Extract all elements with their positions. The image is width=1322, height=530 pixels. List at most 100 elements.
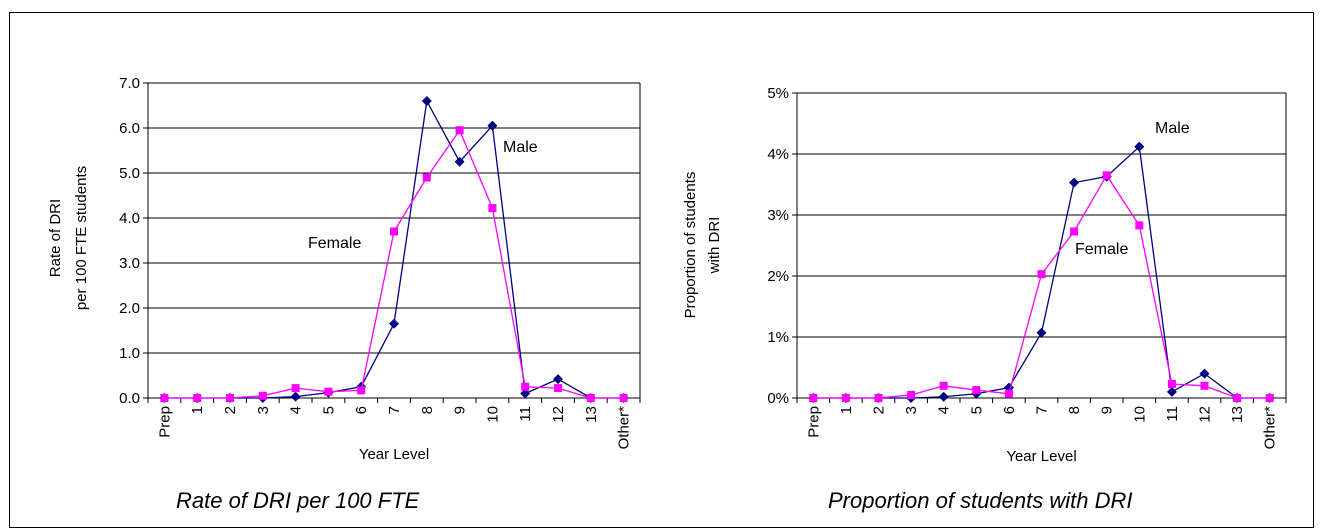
y-tick-label: 0.0 bbox=[119, 390, 140, 407]
data-point-female bbox=[1135, 221, 1144, 230]
x-tick-label: 3 bbox=[903, 406, 920, 414]
data-point-male bbox=[487, 120, 498, 131]
y-tick-label: 5% bbox=[767, 85, 789, 102]
data-point-female bbox=[226, 394, 234, 402]
chart-caption-rate: Rate of DRI per 100 FTE bbox=[176, 488, 420, 513]
y-tick-label: 2% bbox=[767, 268, 789, 285]
series-label-male: Male bbox=[503, 139, 538, 156]
data-point-male bbox=[290, 391, 301, 402]
y-tick-label: 4% bbox=[767, 146, 789, 163]
y-tick-label: 1% bbox=[767, 329, 789, 346]
data-point-female bbox=[160, 394, 169, 402]
x-tick-label: 7 bbox=[386, 406, 403, 414]
x-tick-label: 12 bbox=[1197, 406, 1214, 423]
x-tick-label: 1 bbox=[189, 406, 206, 414]
data-point-female bbox=[1037, 270, 1046, 279]
data-point-male bbox=[1069, 177, 1080, 188]
x-tick-label: 9 bbox=[1099, 406, 1116, 414]
data-point-female bbox=[1200, 381, 1209, 390]
data-point-female bbox=[809, 394, 818, 402]
y-axis-title: per 100 FTE students bbox=[73, 166, 90, 310]
series-line-female bbox=[164, 128, 624, 399]
data-point-female bbox=[841, 394, 850, 402]
data-point-female bbox=[907, 390, 916, 399]
y-axis-title: Rate of DRI bbox=[47, 199, 64, 277]
x-tick-label: 12 bbox=[550, 406, 567, 423]
x-tick-label: Prep bbox=[805, 406, 822, 438]
x-tick-label: Prep bbox=[156, 406, 173, 438]
data-point-female bbox=[291, 384, 300, 393]
y-tick-label: 3% bbox=[767, 207, 789, 224]
x-tick-label: 5 bbox=[968, 406, 985, 414]
y-tick-label: 7.0 bbox=[119, 75, 140, 92]
x-tick-label: 10 bbox=[484, 406, 501, 423]
chart-2: 0%1%2%3%4%5%Prep 1 2 3 4 5 6 7 8 9 10 11 12 13 Other*Y… bbox=[682, 85, 1287, 465]
data-point-female bbox=[1265, 394, 1274, 402]
y-axis-title: Proportion of students bbox=[682, 172, 699, 319]
x-tick-label: 4 bbox=[936, 406, 953, 414]
x-tick-label: 4 bbox=[288, 406, 305, 414]
x-tick-label: Other* bbox=[1262, 406, 1279, 450]
data-point-female bbox=[1233, 394, 1242, 402]
x-tick-label: 8 bbox=[419, 406, 436, 414]
data-point-female bbox=[455, 126, 464, 135]
x-tick-label: 6 bbox=[1001, 406, 1018, 414]
x-tick-label: Other* bbox=[616, 406, 633, 450]
data-point-female bbox=[357, 386, 366, 395]
chart-caption-proportion: Proportion of students with DRI bbox=[828, 488, 1133, 513]
data-point-female bbox=[324, 387, 333, 396]
figure-frame bbox=[9, 12, 1314, 528]
data-point-female bbox=[1004, 389, 1013, 398]
data-point-female bbox=[939, 381, 948, 390]
series-label-male: Male bbox=[1155, 120, 1190, 137]
x-axis-title: Year Level bbox=[359, 446, 429, 463]
data-point-male bbox=[553, 374, 563, 385]
x-tick-label: 9 bbox=[452, 406, 469, 414]
x-tick-label: 10 bbox=[1131, 406, 1148, 423]
data-point-female bbox=[1167, 379, 1176, 388]
x-tick-label: 13 bbox=[1229, 406, 1246, 423]
data-point-female bbox=[521, 382, 530, 391]
series-line-female bbox=[813, 174, 1270, 399]
data-point-female bbox=[1102, 171, 1111, 180]
data-point-female bbox=[619, 394, 628, 402]
data-point-female bbox=[193, 394, 202, 402]
data-point-female bbox=[874, 394, 883, 402]
x-tick-label: 1 bbox=[838, 406, 855, 414]
data-point-male bbox=[1036, 327, 1047, 338]
x-tick-label: 11 bbox=[517, 406, 534, 422]
data-point-male bbox=[520, 388, 531, 399]
x-axis-title: Year Level bbox=[1006, 448, 1076, 465]
data-point-female bbox=[1070, 227, 1079, 236]
y-tick-label: 4.0 bbox=[119, 210, 140, 227]
data-point-male bbox=[421, 96, 432, 106]
data-point-male bbox=[938, 391, 949, 402]
data-point-female bbox=[972, 386, 981, 395]
data-point-female bbox=[488, 204, 497, 213]
y-tick-label: 1.0 bbox=[119, 345, 140, 362]
x-tick-label: 8 bbox=[1066, 406, 1083, 414]
data-point-female bbox=[422, 173, 431, 182]
data-point-female bbox=[390, 227, 398, 236]
y-tick-label: 6.0 bbox=[119, 120, 140, 137]
series-label-female: Female bbox=[308, 235, 361, 252]
data-point-male bbox=[1166, 386, 1177, 397]
y-tick-label: 5.0 bbox=[119, 165, 140, 182]
x-tick-label: 6 bbox=[353, 406, 370, 414]
y-tick-label: 0% bbox=[767, 390, 789, 407]
x-tick-label: 11 bbox=[1164, 406, 1181, 422]
x-tick-label: 7 bbox=[1034, 406, 1051, 414]
data-point-male bbox=[454, 156, 465, 167]
x-tick-label: 2 bbox=[222, 406, 239, 414]
data-point-male bbox=[389, 318, 399, 329]
y-axis-title: with DRI bbox=[706, 217, 723, 275]
data-point-female bbox=[586, 394, 595, 402]
data-point-female bbox=[554, 384, 562, 393]
data-point-male bbox=[1134, 141, 1145, 152]
x-tick-label: 5 bbox=[320, 406, 337, 414]
x-tick-label: 13 bbox=[583, 406, 600, 423]
x-tick-label: 3 bbox=[255, 406, 272, 414]
x-tick-label: 2 bbox=[871, 406, 888, 414]
